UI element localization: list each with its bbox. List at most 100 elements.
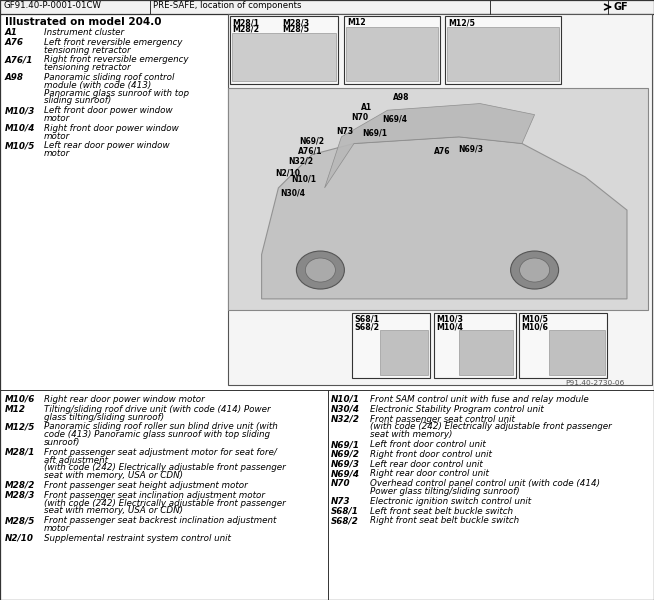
Text: M28/3: M28/3: [282, 18, 309, 27]
Text: glass tilting/sliding sunroof): glass tilting/sliding sunroof): [44, 413, 164, 422]
Text: Tilting/sliding roof drive unit (with code (414) Power: Tilting/sliding roof drive unit (with co…: [44, 405, 271, 414]
Text: motor: motor: [44, 149, 70, 158]
Text: P91.40-2730-06: P91.40-2730-06: [565, 380, 625, 386]
Text: GF: GF: [614, 2, 628, 12]
Text: S68/2: S68/2: [354, 322, 379, 331]
Bar: [352, 313, 430, 378]
Text: N69/4: N69/4: [331, 469, 360, 478]
Text: N70: N70: [331, 479, 351, 488]
Text: A1: A1: [5, 28, 18, 37]
Text: M10/4: M10/4: [436, 322, 463, 331]
Text: sliding sunroof): sliding sunroof): [44, 97, 111, 106]
Text: M10/5: M10/5: [521, 315, 548, 324]
Text: motor: motor: [44, 131, 70, 140]
Text: seat with memory, USA or CDN): seat with memory, USA or CDN): [44, 471, 183, 480]
Text: N32/2: N32/2: [331, 415, 360, 424]
Ellipse shape: [519, 258, 549, 282]
Text: M28/3: M28/3: [5, 491, 35, 500]
Text: M10/3: M10/3: [436, 315, 463, 324]
Text: N73: N73: [331, 497, 351, 506]
Text: Right front reversible emergency: Right front reversible emergency: [44, 55, 188, 64]
Text: Front passenger seat control unit: Front passenger seat control unit: [370, 415, 515, 424]
Bar: [549, 330, 605, 375]
Text: Front SAM control unit with fuse and relay module: Front SAM control unit with fuse and rel…: [370, 395, 589, 404]
Bar: [447, 27, 559, 81]
Text: N2/10: N2/10: [275, 168, 300, 177]
Text: (with code (242) Electrically adjustable front passenger: (with code (242) Electrically adjustable…: [370, 422, 611, 431]
Text: Left front door power window: Left front door power window: [44, 106, 173, 115]
Text: (with code (242) Electrically adjustable front passenger: (with code (242) Electrically adjustable…: [44, 463, 286, 472]
Text: A76/1: A76/1: [298, 146, 322, 155]
Text: Front passenger seat inclination adjustment motor: Front passenger seat inclination adjustm…: [44, 491, 265, 500]
Text: Overhead control panel control unit (with code (414): Overhead control panel control unit (wit…: [370, 479, 600, 488]
Bar: [228, 14, 652, 385]
Text: Left front door control unit: Left front door control unit: [370, 440, 486, 449]
Text: N32/2: N32/2: [288, 157, 313, 166]
Text: S68/1: S68/1: [331, 506, 359, 515]
Text: Left front seat belt buckle switch: Left front seat belt buckle switch: [370, 506, 513, 515]
Text: M12: M12: [347, 18, 366, 27]
Bar: [344, 16, 440, 84]
Text: PRE-SAFE, location of components: PRE-SAFE, location of components: [153, 1, 301, 10]
Text: Front passenger seat height adjustment motor: Front passenger seat height adjustment m…: [44, 481, 248, 490]
Text: M10/6: M10/6: [521, 322, 548, 331]
Text: A1: A1: [361, 103, 372, 112]
Text: M28/1: M28/1: [232, 18, 259, 27]
Text: Right front seat belt buckle switch: Right front seat belt buckle switch: [370, 517, 519, 526]
Text: code (413) Panoramic glass sunroof with top sliding: code (413) Panoramic glass sunroof with …: [44, 430, 270, 439]
Text: seat with memory, USA or CDN): seat with memory, USA or CDN): [44, 506, 183, 515]
Text: S68/2: S68/2: [331, 517, 359, 526]
Text: M28/2: M28/2: [5, 481, 35, 490]
Text: M10/3: M10/3: [5, 106, 35, 115]
Text: M28/5: M28/5: [5, 516, 35, 525]
Text: N73: N73: [336, 127, 353, 136]
Text: Instrument cluster: Instrument cluster: [44, 28, 124, 37]
Text: (with code (242) Electrically adjustable front passenger: (with code (242) Electrically adjustable…: [44, 499, 286, 508]
Text: M12/5: M12/5: [5, 422, 35, 431]
Text: Panoramic glass sunroof with top: Panoramic glass sunroof with top: [44, 89, 189, 98]
Text: Illustrated on model 204.0: Illustrated on model 204.0: [5, 17, 162, 27]
Bar: [0, 0, 654, 14]
Text: N69/1: N69/1: [331, 440, 360, 449]
Text: N30/4: N30/4: [280, 188, 305, 197]
Bar: [445, 16, 561, 84]
Text: A98: A98: [393, 93, 409, 102]
Text: tensioning retractor: tensioning retractor: [44, 63, 131, 72]
Text: Supplemental restraint system control unit: Supplemental restraint system control un…: [44, 534, 231, 543]
Text: seat with memory): seat with memory): [370, 430, 453, 439]
Text: motor: motor: [44, 114, 70, 123]
Text: Left rear door power window: Left rear door power window: [44, 142, 169, 151]
Polygon shape: [324, 104, 534, 188]
Text: Right rear door power window motor: Right rear door power window motor: [44, 395, 205, 404]
Text: Front passenger seat adjustment motor for seat fore/: Front passenger seat adjustment motor fo…: [44, 448, 277, 457]
Text: M10/4: M10/4: [5, 124, 35, 133]
Ellipse shape: [511, 251, 559, 289]
Text: N69/3: N69/3: [331, 460, 360, 469]
Text: N30/4: N30/4: [331, 405, 360, 414]
Text: Front passenger seat backrest inclination adjustment: Front passenger seat backrest inclinatio…: [44, 516, 277, 525]
Text: Right rear door control unit: Right rear door control unit: [370, 469, 489, 478]
Bar: [434, 313, 516, 378]
Text: N69/2: N69/2: [331, 450, 360, 459]
Bar: [230, 16, 338, 84]
Ellipse shape: [305, 258, 336, 282]
Text: Power glass tilting/sliding sunroof): Power glass tilting/sliding sunroof): [370, 487, 520, 496]
Text: N69/1: N69/1: [362, 129, 387, 138]
Ellipse shape: [296, 251, 345, 289]
Text: Electronic ignition switch control unit: Electronic ignition switch control unit: [370, 497, 531, 506]
Text: A76: A76: [5, 38, 24, 47]
Bar: [459, 330, 513, 375]
Text: A98: A98: [5, 73, 24, 82]
Text: Right front door power window: Right front door power window: [44, 124, 179, 133]
Text: Right front door control unit: Right front door control unit: [370, 450, 492, 459]
Text: M10/6: M10/6: [5, 395, 35, 404]
Bar: [380, 330, 428, 375]
Bar: [519, 313, 607, 378]
Text: Electronic Stability Program control unit: Electronic Stability Program control uni…: [370, 405, 543, 414]
Text: sunroof): sunroof): [44, 438, 80, 447]
Text: M10/5: M10/5: [5, 142, 35, 151]
Text: tensioning retractor: tensioning retractor: [44, 46, 131, 55]
Text: M28/1: M28/1: [5, 448, 35, 457]
Text: M12: M12: [5, 405, 26, 414]
Text: A76/1: A76/1: [5, 55, 33, 64]
